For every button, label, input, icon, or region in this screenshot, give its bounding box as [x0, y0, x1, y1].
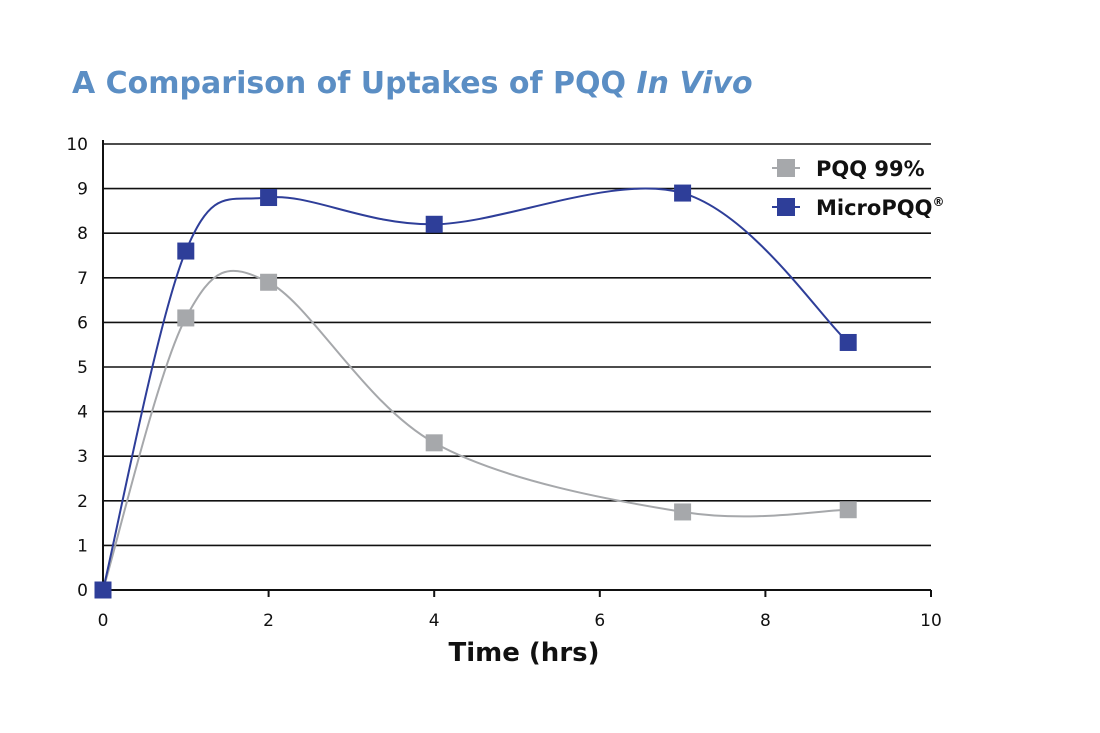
y-tick-label: 3 [77, 447, 88, 467]
x-tick-label: 6 [594, 611, 605, 631]
chart-title-main: A Comparison of Uptakes of PQQ [72, 66, 626, 101]
y-tick-label: 6 [77, 313, 88, 333]
y-tick-label: 2 [77, 492, 88, 512]
x-tick-label: 10 [920, 611, 942, 631]
data-point [260, 189, 278, 207]
x-tick-label: 4 [429, 611, 440, 631]
x-tick-label: 2 [263, 611, 274, 631]
data-point [177, 242, 195, 260]
legend-label: PQQ 99% [816, 157, 925, 181]
data-point [177, 309, 195, 327]
data-point [425, 215, 443, 233]
y-tick-label: 5 [77, 358, 88, 378]
legend-marker [777, 159, 795, 177]
data-point [425, 434, 443, 452]
series-line [102, 187, 849, 591]
y-tick-label: 1 [77, 536, 88, 556]
y-tick-label: 7 [77, 269, 88, 289]
x-tick-label: 8 [760, 611, 771, 631]
data-point [839, 501, 857, 519]
data-point [839, 333, 857, 351]
y-tick-label: 10 [66, 135, 88, 155]
series-layer [94, 184, 857, 599]
y-tick-label: 0 [77, 581, 88, 601]
series-line [102, 269, 849, 591]
legend: PQQ 99% MicroPQQ® [772, 157, 944, 220]
chart-title: A Comparison of Uptakes of PQQ In Vivo [72, 66, 753, 101]
x-tick-label: 0 [98, 611, 109, 631]
y-tick-label: 8 [77, 224, 88, 244]
data-point [94, 581, 112, 599]
y-tick-label: 4 [77, 403, 88, 423]
x-axis-label: Time (hrs) [449, 638, 600, 668]
data-point [674, 503, 692, 521]
y-tick-label: 9 [77, 180, 88, 200]
legend-label: MicroPQQ® [816, 195, 944, 220]
axes: 0 1 2 3 4 5 6 7 8 9 10 0 2 4 6 8 10 [66, 135, 941, 631]
data-point [674, 184, 692, 202]
chart-title-emphasis: In Vivo [637, 66, 753, 101]
legend-marker [777, 198, 795, 216]
grid [103, 143, 931, 547]
data-point [260, 273, 278, 291]
